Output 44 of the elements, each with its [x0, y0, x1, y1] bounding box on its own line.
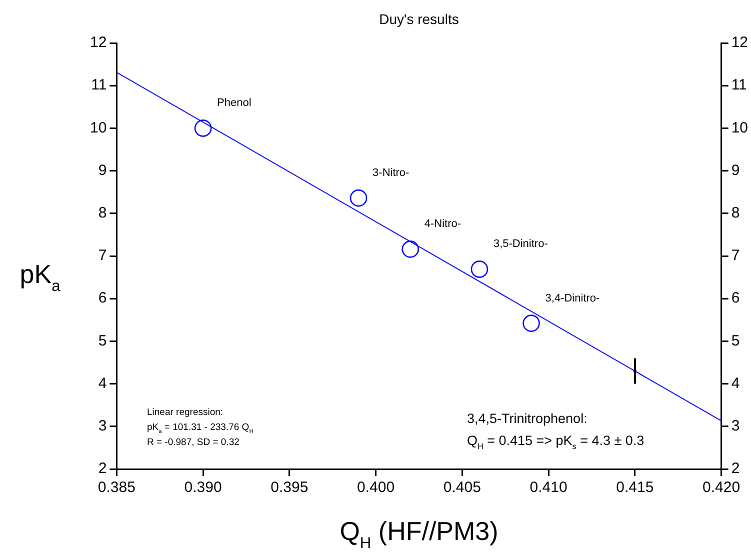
annotation: Linear regression:: [147, 407, 224, 418]
y-tick-label: 11: [91, 76, 107, 94]
y2-tick-label: 11: [731, 76, 747, 94]
point: [194, 120, 212, 137]
x-tick-label: 0.415: [616, 479, 654, 496]
y-tick-label: 8: [98, 204, 107, 222]
y2-tick-label: 7: [731, 247, 740, 264]
y2-tick-label: 6: [731, 290, 740, 307]
annotation: Phenol: [217, 97, 252, 110]
y-tick-label: 4: [98, 374, 107, 392]
x-tick-label: 0.405: [443, 479, 481, 496]
annotation: 3,4,5-Trinitrophenol:: [467, 411, 588, 426]
y-tick-label: 5: [98, 332, 107, 350]
annotation: 4-Nitro-: [424, 218, 462, 230]
y-tick-label: 6: [98, 290, 107, 307]
point: [470, 260, 488, 278]
x-tick-label: 0.420: [702, 479, 740, 496]
y-tick-label: 3: [98, 418, 107, 435]
point: [350, 189, 368, 207]
y-tick-label: 12: [90, 34, 107, 52]
chart-title: Duy's results: [379, 11, 459, 27]
y-tick-label: 2: [98, 460, 107, 478]
y2-tick-label: 3: [731, 418, 740, 435]
x-tick-label: 0.385: [98, 479, 136, 496]
y-tick-label: 10: [90, 119, 107, 136]
y2-tick-label: 8: [731, 204, 740, 222]
point: [402, 240, 420, 258]
y2-tick-label: 2: [731, 460, 740, 478]
x-tick-label: 0.395: [270, 479, 308, 496]
y-tick-label: 9: [98, 162, 107, 179]
x-tick-label: 0.390: [184, 479, 222, 496]
y-tick-label: 7: [98, 247, 107, 264]
y2-tick-label: 12: [731, 34, 748, 52]
annotation: 3,4-Dinitro-: [545, 292, 600, 304]
annotation: 3,5-Dinitro-: [493, 238, 548, 250]
y2-tick-label: 5: [731, 332, 740, 350]
x-tick-label: 0.400: [357, 479, 395, 496]
point: [522, 314, 540, 332]
x-tick-label: 0.410: [530, 479, 568, 496]
y2-tick-label: 4: [731, 374, 740, 392]
annotation: 3-Nitro-: [372, 167, 410, 180]
annotation: R = -0.987, SD = 0.32: [147, 437, 240, 448]
y2-tick-label: 9: [731, 162, 740, 179]
y2-tick-label: 10: [731, 119, 748, 136]
